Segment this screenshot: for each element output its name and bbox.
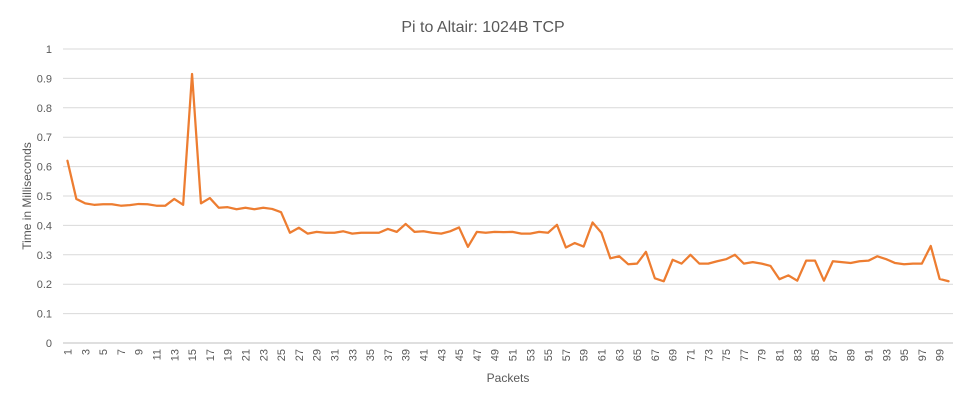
x-tick-label: 7: [116, 349, 128, 355]
x-tick-label: 25: [276, 349, 288, 361]
x-tick-label: 27: [294, 349, 306, 361]
y-axis-label: Time in Milliseconds: [20, 142, 34, 250]
x-tick-label: 87: [828, 349, 840, 361]
x-tick-label: 47: [472, 349, 484, 361]
x-tick-label: 5: [98, 349, 110, 355]
x-tick-label: 79: [757, 349, 769, 361]
chart-title: Pi to Altair: 1024B TCP: [401, 19, 564, 36]
x-tick-label: 21: [240, 349, 252, 361]
x-tick-label: 77: [739, 349, 751, 361]
x-tick-label: 61: [596, 349, 608, 361]
y-tick-label: 0.3: [37, 250, 52, 262]
x-tick-label: 11: [151, 349, 163, 360]
y-tick-label: 0: [46, 338, 52, 350]
gridlines: [63, 48, 953, 315]
series-line: [66, 72, 950, 283]
x-tick-label: 53: [525, 349, 537, 361]
x-tick-label: 69: [668, 349, 680, 361]
y-axis-ticks: 0 0.1 0.2 0.3 0.4 0.5 0.6 0.7 0.8 0.9 1: [37, 44, 52, 350]
x-tick-label: 31: [329, 349, 341, 361]
x-tick-label: 99: [935, 349, 947, 361]
x-tick-label: 89: [846, 349, 858, 361]
x-tick-label: 15: [187, 349, 199, 361]
x-tick-label: 65: [632, 349, 644, 361]
x-tick-label: 17: [205, 349, 217, 361]
x-tick-label: 37: [383, 349, 395, 361]
x-tick-label: 19: [223, 349, 235, 361]
y-tick-label: 0.1: [37, 309, 52, 321]
x-tick-label: 71: [685, 349, 697, 361]
x-tick-label: 75: [721, 349, 733, 361]
x-tick-label: 49: [490, 349, 502, 361]
y-tick-label: 0.4: [37, 220, 52, 232]
x-tick-label: 45: [454, 349, 466, 361]
x-tick-label: 41: [418, 349, 430, 361]
x-tick-label: 91: [863, 349, 875, 361]
x-tick-label: 13: [169, 349, 181, 361]
x-tick-label: 23: [258, 349, 270, 361]
x-tick-label: 3: [80, 349, 92, 355]
x-tick-label: 93: [881, 349, 893, 361]
series: [66, 72, 950, 283]
x-tick-label: 81: [774, 349, 786, 361]
x-tick-label: 85: [810, 349, 822, 361]
y-tick-label: 1: [46, 44, 52, 56]
x-tick-label: 29: [312, 349, 324, 361]
x-axis-ticks: 1 3 5 7 9 11 13 15 17 19 21 23 25 27 29 31 33 35 37 39 41 43 4…: [62, 349, 946, 361]
x-tick-label: 67: [650, 349, 662, 361]
x-tick-label: 35: [365, 349, 377, 361]
x-tick-label: 73: [703, 349, 715, 361]
x-tick-label: 39: [401, 349, 413, 361]
x-tick-label: 9: [134, 349, 146, 355]
y-tick-label: 0.7: [37, 132, 52, 144]
x-tick-label: 97: [917, 349, 929, 361]
x-tick-label: 55: [543, 349, 555, 361]
x-tick-label: 95: [899, 349, 911, 361]
x-tick-label: 57: [561, 349, 573, 361]
x-tick-label: 63: [614, 349, 626, 361]
x-tick-label: 59: [579, 349, 591, 361]
x-tick-label: 43: [436, 349, 448, 361]
y-tick-label: 0.8: [37, 103, 52, 115]
y-tick-label: 0.5: [37, 191, 52, 203]
x-tick-label: 1: [62, 349, 74, 355]
x-tick-label: 33: [347, 349, 359, 361]
y-tick-label: 0.2: [37, 279, 52, 291]
x-tick-label: 83: [792, 349, 804, 361]
x-axis-label: Packets: [487, 371, 530, 385]
x-tick-label: 51: [507, 349, 519, 361]
y-tick-label: 0.9: [37, 73, 52, 85]
y-tick-label: 0.6: [37, 162, 52, 174]
